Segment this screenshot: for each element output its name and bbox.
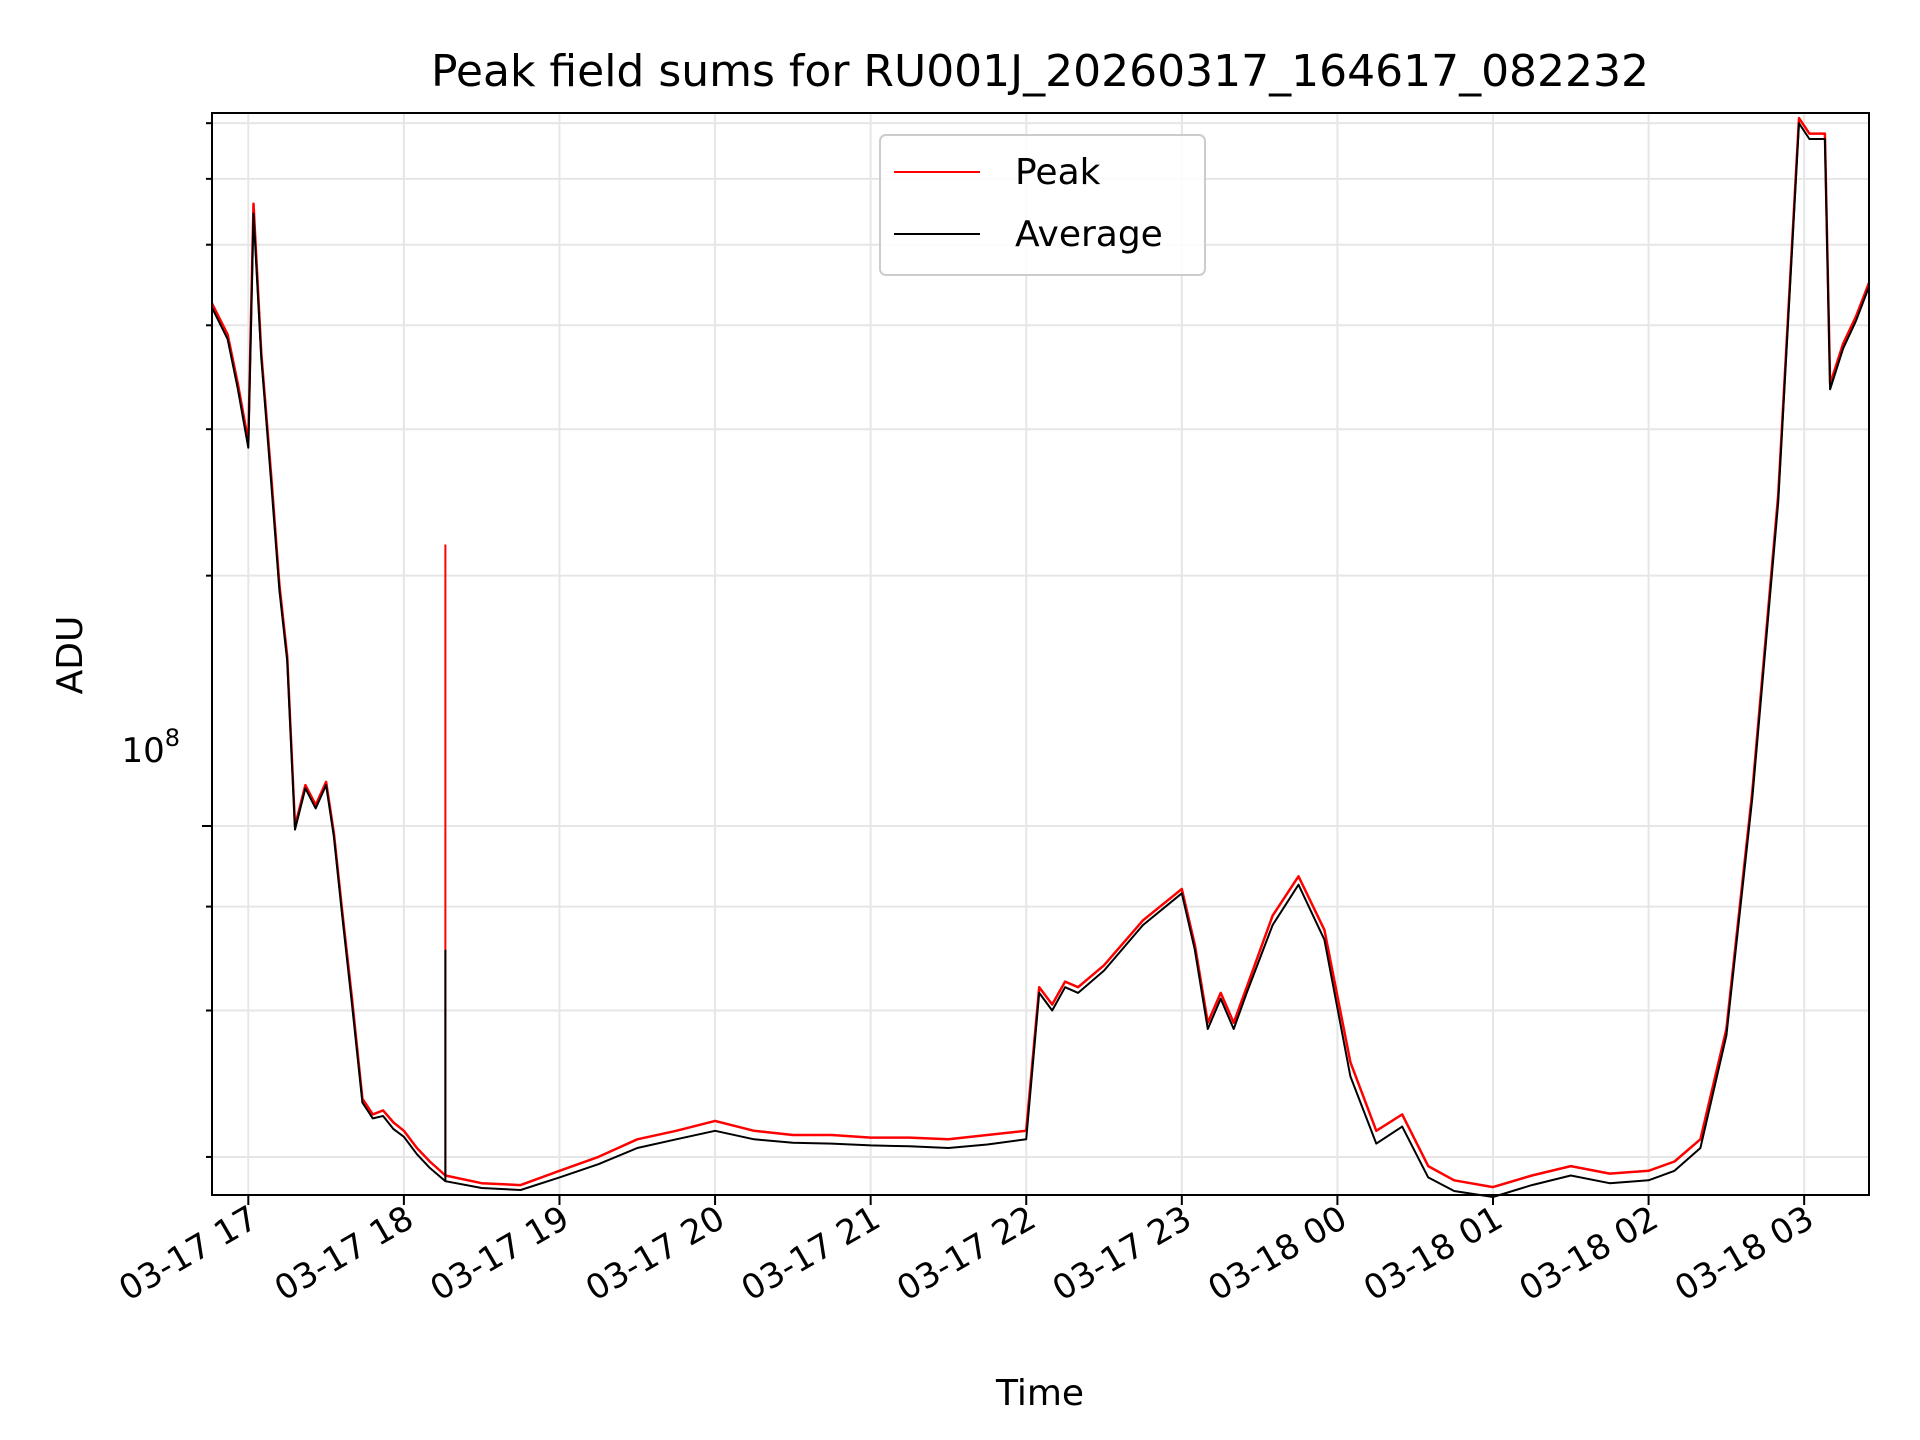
y-axis-ticks: 108 xyxy=(121,122,212,1158)
series-line-average xyxy=(211,122,1870,1198)
plot-lines xyxy=(210,116,1871,1198)
plot-frame xyxy=(211,112,1870,1196)
series-line-peak xyxy=(210,116,1871,1189)
legend-label-average: Average xyxy=(1015,214,1163,255)
legend-label-peak: Peak xyxy=(1015,152,1101,193)
y-tick-label: 108 xyxy=(121,724,180,771)
chart-title: Peak field sums for RU001J_20260317_1646… xyxy=(431,46,1649,97)
x-axis-label: Time xyxy=(995,1373,1084,1414)
grid xyxy=(212,113,1869,1195)
y-tick-exponent: 8 xyxy=(165,724,180,752)
legend: Peak Average xyxy=(879,134,1206,276)
y-axis-label: ADU xyxy=(50,616,91,695)
legend-box xyxy=(879,134,1206,276)
